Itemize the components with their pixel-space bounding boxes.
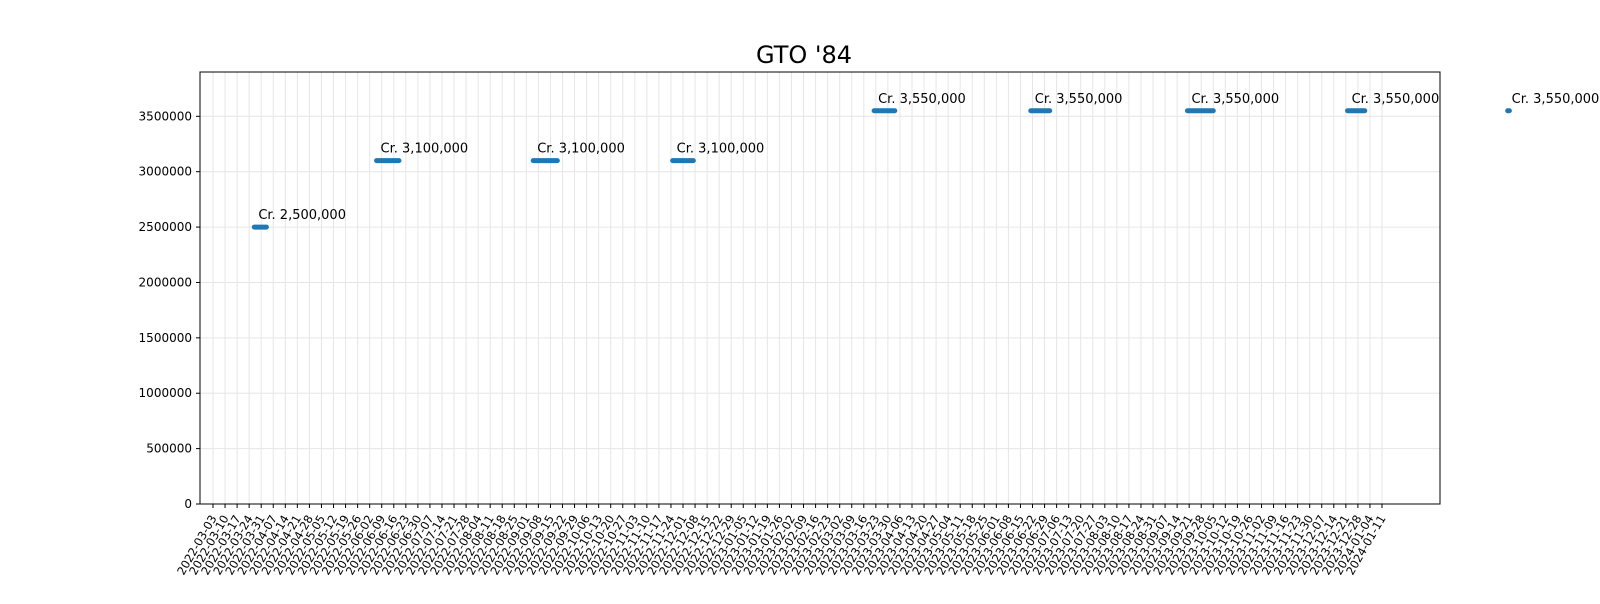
data-label: Cr. 3,100,000 (381, 142, 469, 157)
x-axis: 2022-03-032022-03-102022-03-172022-03-24… (174, 504, 1389, 577)
y-tick-label: 500000 (146, 442, 192, 456)
y-tick-label: 0 (184, 497, 192, 511)
y-tick-label: 2000000 (139, 275, 192, 289)
data-layer (251, 108, 1512, 230)
y-tick-label: 2500000 (139, 220, 192, 234)
plot-frame (199, 71, 1441, 505)
chart-title: GTO '84 (756, 41, 852, 69)
y-tick-label: 1500000 (139, 331, 192, 345)
data-label: Cr. 3,550,000 (1191, 92, 1279, 107)
data-label: Cr. 2,500,000 (258, 208, 346, 223)
data-label: Cr. 3,550,000 (878, 92, 966, 107)
y-axis: 0 500000 1000000 1500000 2000000 2500000 30000… (139, 109, 200, 511)
y-tick-label: 3000000 (139, 165, 192, 179)
y-tick-label: 1000000 (139, 386, 192, 400)
data-label-layer: Cr. 2,500,000 Cr. 3,100,000 Cr. 3,100,000 C… (258, 92, 1599, 223)
grid-layer (200, 72, 1440, 505)
data-label: Cr. 3,550,000 (1035, 92, 1123, 107)
data-label: Cr. 3,100,000 (677, 142, 765, 157)
data-label: Cr. 3,550,000 (1352, 92, 1440, 107)
data-label: Cr. 3,100,000 (537, 142, 625, 157)
y-tick-label: 3500000 (139, 109, 192, 123)
data-label: Cr. 3,550,000 (1512, 92, 1600, 107)
